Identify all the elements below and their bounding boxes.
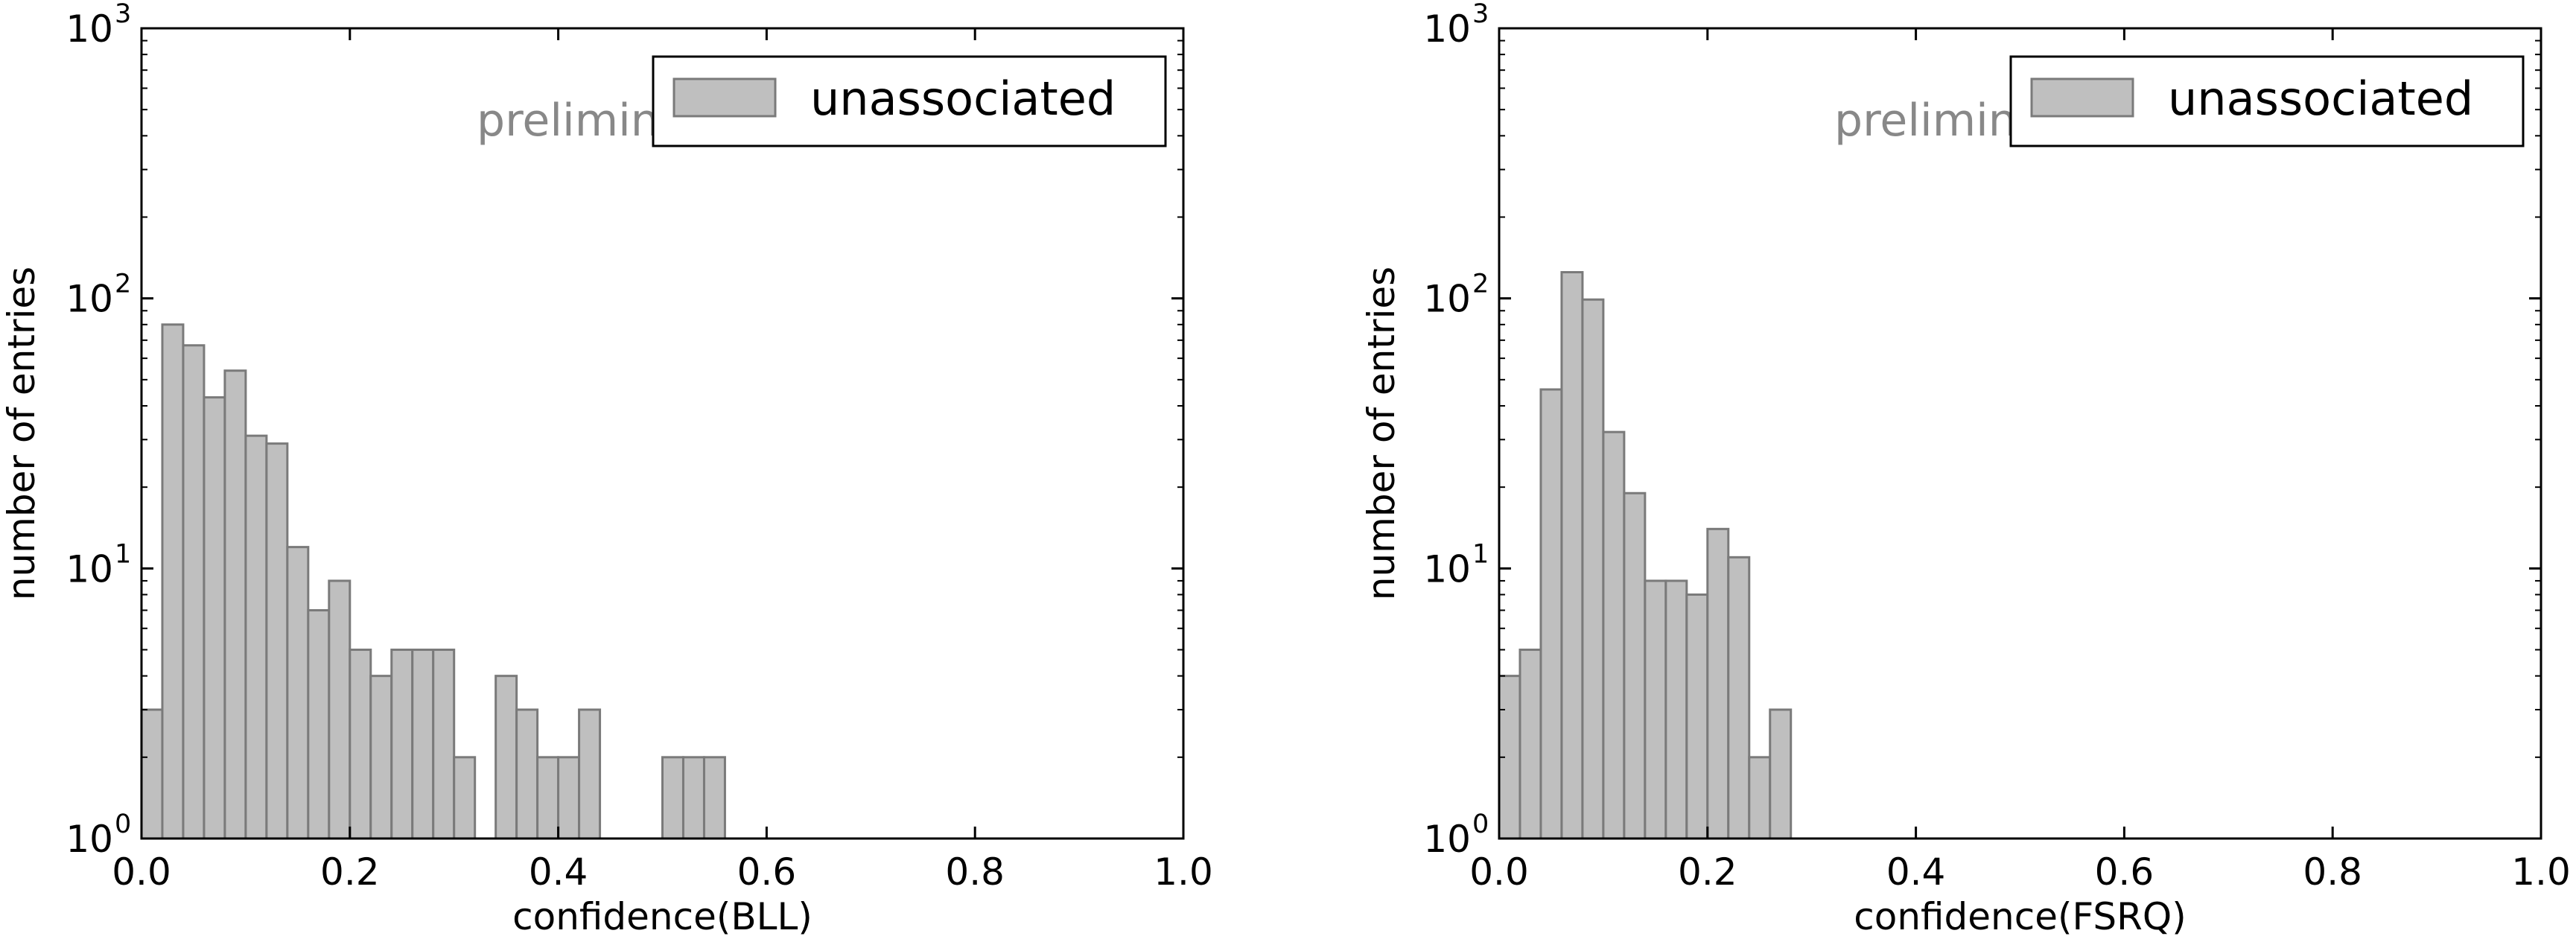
bll-histogram-bar (661, 756, 684, 840)
bll-histogram-bar (182, 344, 206, 840)
bll-y-tick-label: 10 (66, 278, 113, 321)
fsrq-histogram-bar (1602, 430, 1626, 840)
fsrq-histogram-bar (1685, 593, 1709, 840)
bll-histogram-bar (223, 369, 247, 840)
bll-y-tick-exponent: 3 (115, 0, 131, 29)
fsrq-x-tick-label: 0.8 (2303, 850, 2362, 894)
fsrq-histogram-bar (1644, 579, 1667, 840)
bll-x-tick-label: 0.8 (945, 850, 1005, 894)
fsrq-histogram-bar (1560, 271, 1584, 840)
fsrq-histogram-bar (1581, 298, 1605, 840)
fsrq-x-tick-label: 0.6 (2095, 850, 2154, 894)
bll-x-tick-label: 1.0 (1154, 850, 1213, 894)
bll-histogram-bar (453, 756, 477, 840)
bll-legend-swatch (672, 77, 777, 118)
bll-histogram-bar (244, 434, 268, 840)
fsrq-y-tick-label: 10 (1423, 7, 1471, 51)
bll-y-axis-label: number of entries (0, 267, 43, 600)
fsrq-x-tick-label: 0.0 (1469, 850, 1529, 894)
fsrq-y-tick-exponent: 1 (1472, 539, 1489, 569)
fsrq-y-axis-label: number of entries (1360, 267, 1403, 600)
fsrq-axes-frame (1498, 27, 2542, 840)
fsrq-x-axis-label: confidence(FSRQ) (1854, 895, 2186, 938)
fsrq-histogram-bar (1664, 579, 1688, 840)
bll-histogram-bar (536, 756, 560, 840)
bll-histogram-bar (369, 675, 393, 840)
bll-histogram-bar (349, 649, 372, 840)
fsrq-y-tick-label: 10 (1423, 818, 1471, 861)
fsrq-histogram-bar (1518, 649, 1542, 840)
fsrq-x-tick-label: 0.2 (1678, 850, 1737, 894)
fsrq-histogram-bar (1748, 756, 1772, 840)
bll-histogram-bar (203, 396, 226, 840)
bll-y-tick-exponent: 1 (115, 539, 131, 569)
fsrq-legend-swatch (2030, 77, 2134, 118)
fsrq-histogram-bar (1539, 388, 1563, 840)
bll-y-tick-exponent: 2 (115, 270, 131, 299)
bll-histogram-bar (702, 756, 726, 840)
fsrq-y-tick-label: 10 (1423, 547, 1471, 591)
bll-histogram-bar (307, 609, 331, 840)
bll-x-tick-label: 0.0 (112, 850, 171, 894)
bll-histogram-bar (265, 442, 289, 840)
bll-x-axis-label: confidence(BLL) (512, 895, 812, 938)
bll-histogram-bar (681, 756, 705, 840)
bll-histogram-bar (494, 675, 518, 840)
bll-histogram-bar (578, 708, 602, 840)
fsrq-legend-label: unassociated (2168, 71, 2473, 126)
fsrq-y-tick-exponent: 0 (1472, 809, 1489, 839)
bll-histogram-bar (286, 546, 310, 840)
bll-histogram-bar (432, 649, 456, 840)
bll-x-tick-label: 0.4 (529, 850, 588, 894)
bll-axes-frame (140, 27, 1185, 840)
bll-histogram-bar (140, 708, 164, 840)
fsrq-histogram-bar (1769, 708, 1793, 840)
bll-y-tick-label: 10 (66, 7, 113, 51)
bll-y-tick-label: 10 (66, 547, 113, 591)
bll-x-tick-label: 0.2 (320, 850, 380, 894)
bll-histogram-bar (328, 579, 352, 840)
bll-legend-label: unassociated (810, 71, 1116, 126)
bll-histogram-bar (557, 756, 581, 840)
bll-y-tick-label: 10 (66, 818, 113, 861)
fsrq-histogram-bar (1623, 491, 1647, 840)
bll-x-tick-label: 0.6 (737, 850, 797, 894)
bll-y-tick-exponent: 0 (115, 809, 131, 839)
fsrq-x-tick-label: 0.4 (1886, 850, 1946, 894)
fsrq-x-tick-label: 1.0 (2511, 850, 2571, 894)
fsrq-histogram-bar (1727, 556, 1751, 840)
fsrq-y-tick-exponent: 2 (1472, 270, 1489, 299)
fsrq-y-tick-exponent: 3 (1472, 0, 1489, 29)
bll-histogram-bar (161, 323, 185, 840)
fsrq-y-tick-label: 10 (1423, 278, 1471, 321)
bll-histogram-bar (411, 649, 435, 840)
bll-histogram-bar (390, 649, 414, 840)
fsrq-histogram-bar (1706, 527, 1730, 840)
bll-histogram-bar (515, 708, 539, 840)
